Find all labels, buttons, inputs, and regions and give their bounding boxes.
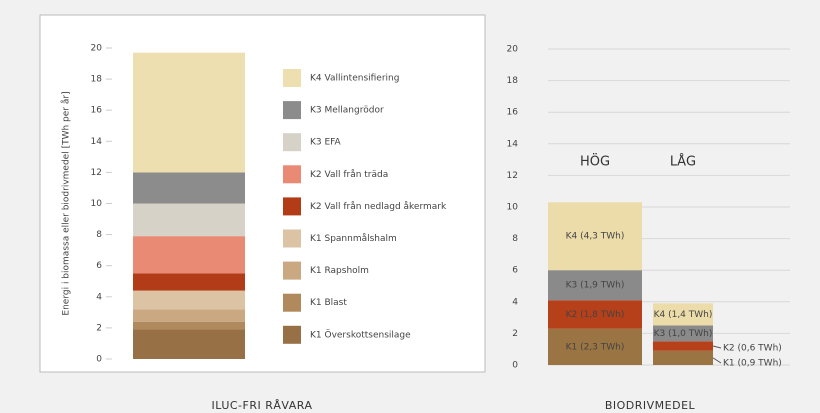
bar-segment — [653, 350, 713, 365]
bar-segment — [548, 270, 642, 301]
legend-label: K2 Vall från träda — [310, 169, 388, 180]
legend-label: K1 Spannmålshalm — [310, 233, 397, 244]
bar-segment — [653, 325, 713, 342]
y-tick-label: 4 — [512, 297, 518, 307]
y-tick-label: 18 — [507, 76, 519, 86]
y-tick-label: 16 — [507, 108, 519, 118]
value-label: K1 (2,3 TWh) — [566, 342, 625, 352]
legend-swatch — [283, 101, 301, 120]
bar-segment — [548, 328, 642, 365]
y-tick-label: 20 — [507, 45, 519, 55]
legend-swatch — [283, 133, 301, 152]
bar-segment — [133, 329, 245, 359]
leader-line — [712, 357, 722, 364]
bar-segment — [133, 52, 245, 173]
y-tick-label: 12 — [91, 168, 102, 178]
legend-label: K1 Rapsholm — [310, 266, 369, 276]
legend-label: K4 Vallintensifiering — [310, 74, 399, 84]
y-tick-label: 14 — [507, 139, 519, 149]
bar-segment — [548, 300, 642, 329]
y-tick-label: 6 — [512, 266, 518, 276]
y-tick-label: 2 — [96, 323, 102, 333]
y-tick-label: 4 — [96, 292, 102, 302]
legend-label: K3 Mellangrödor — [310, 106, 384, 116]
y-tick-label: 10 — [507, 203, 519, 213]
leader-line — [712, 345, 722, 349]
y-tick-label: 16 — [91, 106, 103, 116]
legend-label: K1 Blast — [310, 298, 347, 308]
value-label: K2 (0,6 TWh) — [723, 344, 782, 354]
value-label: K3 (1,0 TWh) — [654, 329, 713, 339]
bar-segment — [133, 203, 245, 237]
y-tick-label: 0 — [96, 355, 102, 365]
y-tick-label: 18 — [91, 75, 103, 85]
y-tick-label: 20 — [91, 44, 103, 54]
category-label: LÅG — [670, 154, 696, 170]
legend-label: K3 EFA — [310, 138, 342, 148]
legend-swatch — [283, 293, 301, 312]
x-axis-label: BIODRIVMEDEL — [605, 399, 696, 412]
legend-swatch — [283, 325, 301, 344]
bar-segment — [653, 303, 713, 326]
bar-segment — [133, 309, 245, 322]
bar-segment — [133, 273, 245, 291]
y-tick-label: 2 — [512, 329, 518, 339]
bar-segment — [133, 236, 245, 274]
bar-segment — [133, 172, 245, 204]
bar-segment — [548, 202, 642, 271]
y-axis-label: Energi i biomassa eller biodrivmedel [TW… — [61, 91, 72, 315]
legend-swatch — [283, 197, 301, 216]
legend-swatch — [283, 69, 301, 87]
y-tick-label: 12 — [507, 171, 518, 181]
x-axis-label: ILUC-FRI RÅVARA — [212, 399, 313, 412]
legend-label: K2 Vall från nedlagd åkermark — [310, 201, 447, 212]
y-tick-label: 0 — [512, 361, 518, 371]
value-label: K4 (1,4 TWh) — [654, 310, 713, 320]
legend-swatch — [283, 261, 301, 280]
left-panel — [39, 14, 486, 373]
value-label: K2 (1,8 TWh) — [566, 310, 625, 320]
bar-segment — [653, 341, 713, 351]
y-tick-label: 6 — [96, 261, 102, 271]
value-label: K3 (1,9 TWh) — [566, 281, 625, 291]
legend-swatch — [283, 165, 301, 184]
bar-segment — [133, 321, 245, 330]
y-tick-label: 8 — [512, 234, 518, 244]
y-tick-label: 14 — [91, 137, 103, 147]
bar-segment — [133, 290, 245, 310]
value-label: K4 (4,3 TWh) — [566, 232, 625, 242]
y-tick-label: 8 — [96, 230, 102, 240]
legend-label: K1 Överskottsensilage — [310, 329, 411, 340]
legend-swatch — [283, 229, 301, 248]
value-label: K1 (0,9 TWh) — [723, 359, 782, 369]
y-tick-label: 10 — [91, 199, 103, 209]
category-label: HÖG — [580, 153, 610, 170]
